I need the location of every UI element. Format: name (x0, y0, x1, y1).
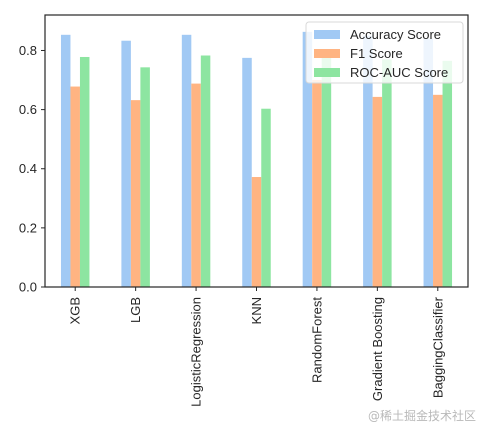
x-tick-label: KNN (249, 297, 264, 324)
legend-box (305, 21, 464, 84)
x-tick-label: Gradient Boosting (370, 297, 385, 401)
legend-label: ROC-AUC Score (350, 65, 448, 80)
bars-group (60, 31, 453, 288)
legend-swatch (314, 49, 340, 58)
y-tick-label: 0.2 (19, 220, 37, 235)
bar-f1-score-gradient-boosting (372, 96, 383, 288)
bar-f1-score-knn (251, 177, 262, 287)
bar-f1-score-baggingclassifier (433, 94, 443, 287)
x-tick-label: LogisticRegression (189, 297, 204, 407)
x-tick-label: BaggingClassifier (430, 296, 445, 398)
bar-roc-auc-score-lgb (140, 67, 150, 287)
y-tick-label: 0.4 (19, 161, 37, 176)
bar-f1-score-randomforest (312, 80, 322, 287)
y-tick-label: 0.8 (19, 43, 37, 58)
y-tick-label: 0.6 (19, 102, 37, 117)
bar-roc-auc-score-knn (261, 108, 271, 287)
bar-roc-auc-score-baggingclassifier (442, 60, 453, 287)
watermark: @稀土掘金技术社区 (367, 409, 476, 423)
x-axis: XGB LGB LogisticRegression KNN RandomForest G… (68, 287, 445, 407)
legend-label: Accuracy Score (350, 27, 441, 42)
bar-roc-auc-score-logisticregression (200, 55, 211, 287)
x-tick-label: XGB (68, 297, 83, 324)
bar-accuracy-score-lgb (121, 40, 131, 287)
x-tick-label: RandomForest (309, 297, 324, 383)
bar-f1-score-xgb (70, 86, 80, 287)
y-tick-label: 0.0 (19, 280, 37, 295)
bar-accuracy-score-knn (242, 57, 252, 288)
plot-frame (44, 14, 469, 288)
bar-accuracy-score-randomforest (302, 31, 313, 287)
bar-accuracy-score-gradient-boosting (363, 35, 373, 288)
legend-label: F1 Score (350, 46, 403, 61)
legend: Accuracy Score F1 Score ROC-AUC Score (305, 21, 464, 84)
bar-accuracy-score-logisticregression (181, 34, 192, 288)
bar-roc-auc-score-xgb (79, 56, 90, 288)
bar-f1-score-logisticregression (191, 83, 201, 287)
bar-accuracy-score-baggingclassifier (423, 38, 434, 288)
bar-f1-score-lgb (130, 100, 141, 288)
legend-swatch (314, 30, 340, 39)
legend-swatch (314, 68, 340, 77)
bar-accuracy-score-xgb (60, 34, 71, 288)
bar-roc-auc-score-gradient-boosting (382, 59, 392, 287)
bar-roc-auc-score-randomforest (321, 53, 332, 288)
y-axis: 0.0 0.2 0.4 0.6 0.8 (19, 43, 45, 295)
x-tick-label: LGB (128, 297, 143, 323)
